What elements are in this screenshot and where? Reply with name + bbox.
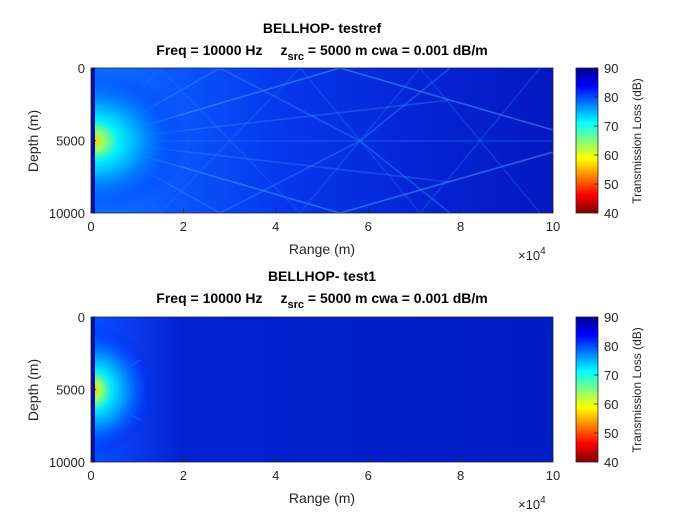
x-tick-label: 0: [87, 468, 94, 483]
x-tick-label: 2: [180, 468, 187, 483]
colorbar-tick-label: 90: [604, 310, 618, 325]
y-tick-label: 0: [78, 310, 85, 325]
colorbar-label: Transmission Loss (dB): [630, 78, 644, 204]
x-tick-label: 10: [546, 468, 560, 483]
subtitle-freq: Freq = 10000 Hz: [156, 42, 262, 58]
y-axis: 0 5000 10000: [49, 310, 96, 470]
colorbar-gradient: [575, 67, 599, 214]
x-axis-label: Range (m): [289, 241, 355, 257]
subtitle-rest: = 5000 m cwa = 0.001 dB/m: [304, 290, 488, 306]
colorbar-label: Transmission Loss (dB): [630, 327, 644, 453]
x-axis: 0 2 4 6 8 10: [87, 208, 560, 234]
x-tick-label: 8: [457, 219, 464, 234]
source-near-field: [91, 68, 281, 213]
x-tick-label: 4: [272, 468, 279, 483]
colorbar-ticks: 90 80 70 60 50 40: [594, 61, 618, 221]
heatmap-plot: [91, 317, 553, 462]
x-tick-label: 8: [457, 468, 464, 483]
colorbar-tick-label: 90: [604, 61, 618, 76]
chart-title: BELLHOP- test1: [268, 268, 376, 284]
colorbar-tick-label: 50: [604, 426, 618, 441]
chart-subtitle: Freq = 10000 Hz zsrc = 5000 m cwa = 0.001…: [156, 290, 487, 311]
colorbar: 90 80 70 60 50 40 Transmission Loss (dB): [575, 310, 644, 470]
colorbar-tick-label: 70: [604, 368, 618, 383]
colorbar: 90 80 70 60 50 40 Transmission Loss (dB): [575, 61, 644, 221]
panel-testref: BELLHOP- testref Freq = 10000 Hz zsrc = 5…: [25, 20, 644, 263]
subtitle-freq: Freq = 10000 Hz: [156, 290, 262, 306]
y-tick-label: 5000: [56, 383, 85, 398]
chart-title: BELLHOP- testref: [263, 20, 382, 36]
colorbar-gradient: [575, 316, 599, 463]
colorbar-tick-label: 80: [604, 90, 618, 105]
colorbar-tick-label: 40: [604, 455, 618, 470]
x-tick-label: 6: [365, 468, 372, 483]
chart-subtitle: Freq = 10000 Hz zsrc = 5000 m cwa = 0.001…: [156, 42, 487, 63]
subtitle-z: z: [281, 290, 288, 306]
source-near-field: [91, 317, 241, 462]
subtitle-rest: = 5000 m cwa = 0.001 dB/m: [304, 42, 488, 58]
colorbar-tick-label: 60: [604, 148, 618, 163]
x-tick-label: 10: [546, 219, 560, 234]
x-exponent-label: ×104: [518, 495, 546, 512]
colorbar-ticks: 90 80 70 60 50 40: [594, 310, 618, 470]
x-axis-label: Range (m): [289, 490, 355, 506]
y-axis: 0 5000 10000: [49, 61, 96, 221]
x-tick-label: 6: [365, 219, 372, 234]
panel-test1: BELLHOP- test1 Freq = 10000 Hz zsrc = 500…: [25, 268, 644, 512]
y-axis-label: Depth (m): [25, 110, 41, 172]
y-tick-label: 10000: [49, 206, 85, 221]
colorbar-tick-label: 80: [604, 339, 618, 354]
colorbar-tick-label: 50: [604, 177, 618, 192]
colorbar-tick-label: 60: [604, 397, 618, 412]
x-axis: 0 2 4 6 8 10: [87, 457, 560, 483]
subtitle-z-sub: src: [288, 51, 305, 63]
x-exponent-label: ×104: [518, 246, 546, 263]
colorbar-tick-label: 40: [604, 206, 618, 221]
x-tick-label: 0: [87, 219, 94, 234]
x-tick-label: 2: [180, 219, 187, 234]
x-tick-label: 4: [272, 219, 279, 234]
subtitle-z: z: [281, 42, 288, 58]
colorbar-tick-label: 70: [604, 119, 618, 134]
subtitle-z-sub: src: [288, 299, 305, 311]
y-axis-label: Depth (m): [25, 359, 41, 421]
y-tick-label: 5000: [56, 134, 85, 149]
y-tick-label: 0: [78, 61, 85, 76]
heatmap-plot: [91, 68, 553, 213]
y-tick-label: 10000: [49, 455, 85, 470]
